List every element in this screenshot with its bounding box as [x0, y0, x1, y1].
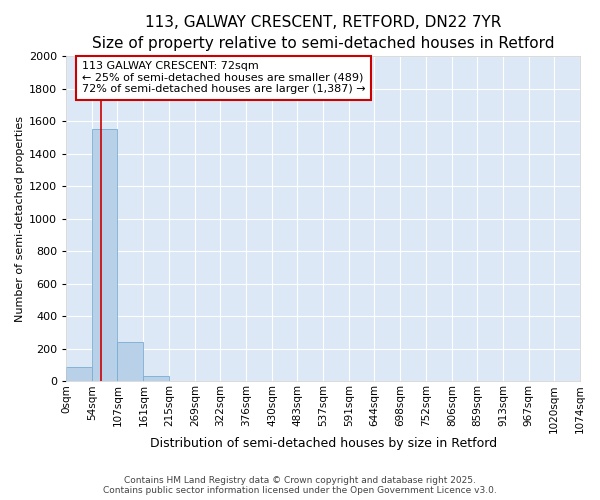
- Y-axis label: Number of semi-detached properties: Number of semi-detached properties: [15, 116, 25, 322]
- X-axis label: Distribution of semi-detached houses by size in Retford: Distribution of semi-detached houses by …: [149, 437, 497, 450]
- Text: Contains HM Land Registry data © Crown copyright and database right 2025.
Contai: Contains HM Land Registry data © Crown c…: [103, 476, 497, 495]
- Bar: [143, 376, 169, 382]
- Bar: [118, 342, 143, 382]
- Bar: [67, 367, 92, 382]
- Bar: [92, 128, 118, 382]
- Text: 113 GALWAY CRESCENT: 72sqm
← 25% of semi-detached houses are smaller (489)
72% o: 113 GALWAY CRESCENT: 72sqm ← 25% of semi…: [82, 61, 365, 94]
- Title: 113, GALWAY CRESCENT, RETFORD, DN22 7YR
Size of property relative to semi-detach: 113, GALWAY CRESCENT, RETFORD, DN22 7YR …: [92, 15, 554, 51]
